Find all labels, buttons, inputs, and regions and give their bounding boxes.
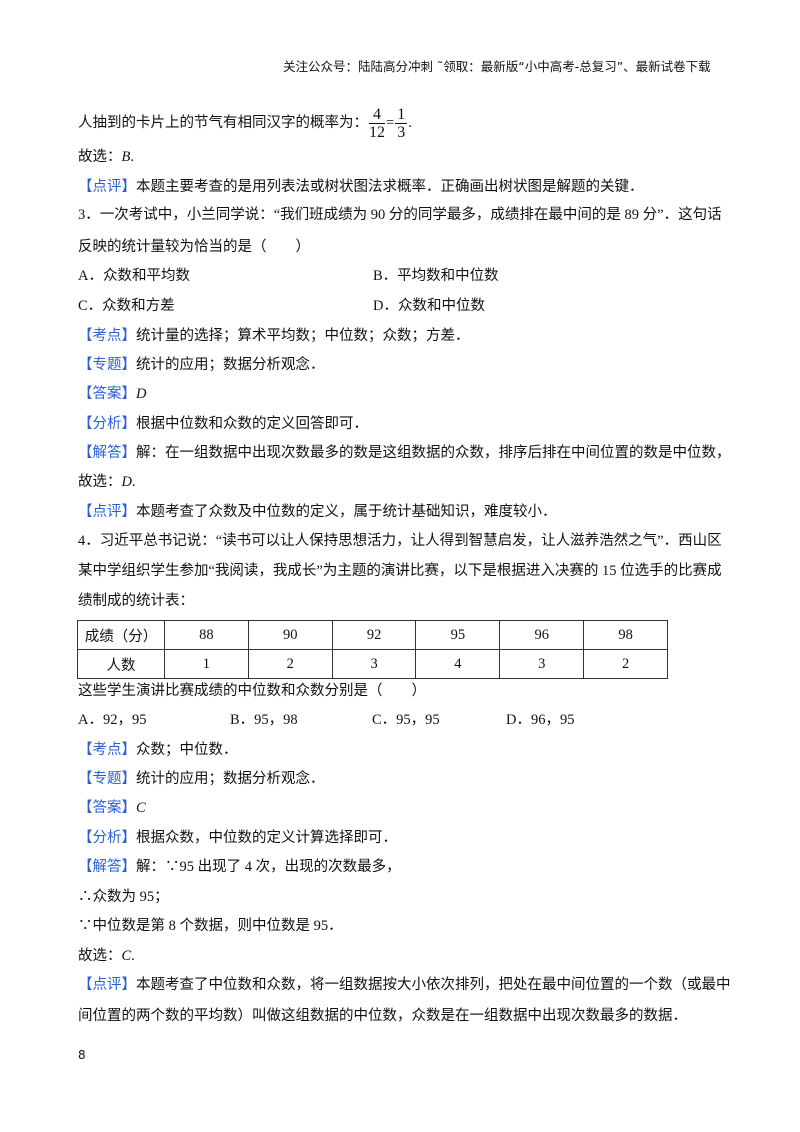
q3-review: 【点评】本题考查了众数及中位数的定义，属于统计基础知识，难度较小． [78, 502, 557, 522]
table-cell: 98 [583, 620, 668, 650]
text: 故选： [78, 149, 122, 165]
tag-label: 【答案】 [78, 800, 136, 816]
q4-step: ∴众数为 95； [78, 889, 169, 905]
table-cell: 4 [415, 649, 501, 679]
tag-label: 【点评】 [78, 977, 136, 993]
text: 解：∵95 出现了 4 次，出现的次数最多， [136, 859, 401, 875]
text: 本题考查了中位数和众数，将一组数据按大小依次排列，把处在最中间位置的一个数（或最… [136, 977, 731, 993]
numerator: 4 [369, 106, 385, 124]
q3-option-b: B．平均数和中位数 [373, 268, 499, 284]
tag-label: 【解答】 [78, 445, 136, 461]
table-cell: 92 [331, 620, 417, 650]
tag-label: 【分析】 [78, 830, 136, 846]
q3-stem: 3．一次考试中，小兰同学说：“我们班成绩为 90 分的同学最多，成绩排在最中间的… [78, 207, 722, 223]
answer-letter: B [121, 149, 131, 165]
tag-label: 【分析】 [78, 416, 136, 432]
q4-option-c: C．95，95 [372, 712, 440, 728]
score-table: 成绩（分） 88 90 92 95 96 98 人数 1 2 3 4 3 2 [77, 620, 668, 679]
denominator: 3 [397, 124, 406, 141]
table-cell: 3 [331, 649, 417, 679]
q4-fenxi: 【分析】根据众数，中位数的定义计算选择即可． [78, 828, 397, 848]
q4-step: ∵中位数是第 8 个数据，则中位数是 95． [78, 918, 343, 934]
text: . [130, 149, 134, 165]
tag-label: 【专题】 [78, 357, 136, 373]
fraction: 4 12 [369, 106, 385, 141]
q3-jieda: 【解答】解：在一组数据中出现次数最多的数是这组数据的众数，排序后排在中间位置的数… [78, 443, 731, 463]
text: 故选： [78, 474, 122, 490]
denominator: 12 [369, 124, 385, 141]
text: . [131, 948, 135, 964]
q3-answer: 【答案】D [78, 384, 146, 404]
tag-label: 【解答】 [78, 859, 136, 875]
q4-option-b: B．95，98 [230, 712, 298, 728]
table-cell: 3 [499, 649, 585, 679]
text: 人抽到的卡片上的节气有相同汉字的概率为： [78, 114, 368, 131]
q3-option-d: D．众数和中位数 [373, 298, 485, 314]
tag-label: 【点评】 [78, 179, 136, 195]
q3-kaodian: 【考点】统计量的选择；算术平均数；中位数；众数；方差． [78, 326, 470, 346]
q4-kaodian: 【考点】众数；中位数． [78, 740, 238, 760]
table-cell: 1 [164, 649, 249, 679]
answer-letter: D [121, 474, 132, 490]
q4-answer: 【答案】C [78, 798, 146, 818]
q4-zhuanti: 【专题】统计的应用；数据分析观念． [78, 769, 325, 789]
table-header-cell: 成绩（分） [77, 620, 165, 650]
equals: = [386, 114, 395, 131]
tag-label: 【答案】 [78, 386, 136, 402]
q4-jieda: 【解答】解：∵95 出现了 4 次，出现的次数最多， [78, 857, 401, 877]
page-number: 8 [78, 1048, 86, 1062]
text: 统计的应用；数据分析观念． [136, 357, 325, 373]
text: 本题主要考查的是用列表法或树状图法求概率．正确画出树状图是解题的关键． [136, 179, 644, 195]
tag-label: 【点评】 [78, 504, 136, 520]
period: . [408, 114, 412, 131]
q4-stem: 4．习近平总书记说：“读书可以让人保持思想活力，让人得到智慧启发，让人滋养浩然之… [78, 533, 722, 549]
table-cell: 88 [164, 620, 249, 650]
text: . [131, 474, 136, 490]
text: 统计的应用；数据分析观念． [136, 771, 325, 787]
choose-line: 故选：B. [78, 147, 134, 167]
text: 众数；中位数． [136, 742, 238, 758]
text: 本题考查了众数及中位数的定义，属于统计基础知识，难度较小． [136, 504, 557, 520]
tag-label: 【考点】 [78, 328, 136, 344]
q3-option-c: C．众数和方差 [78, 298, 175, 314]
probability-line: 人抽到的卡片上的节气有相同汉字的概率为： 4 12 = 1 3. [78, 106, 412, 141]
table-cell: 95 [415, 620, 501, 650]
page-header: 关注公众号：陆陆高分冲刺 ˜领取：最新版“小中高考-总复习”、最新试卷下载 [283, 59, 711, 74]
answer-letter: D [136, 386, 147, 402]
q3-option-a: A．众数和平均数 [78, 268, 190, 284]
q4-option-a: A．92，95 [78, 712, 147, 728]
q4-review: 【点评】本题考查了中位数和众数，将一组数据按大小依次排列，把处在最中间位置的一个… [78, 975, 731, 995]
table-cell: 90 [247, 620, 333, 650]
q4-review: 间位置的两个数的平均数）叫做这组数据的中位数，众数是在一组数据中出现次数最多的数… [78, 1008, 687, 1024]
q3-choose: 故选：D. [78, 472, 136, 492]
q3-stem: 反映的统计量较为恰当的是（ ） [78, 239, 310, 255]
q4-stem: 某中学组织学生参加“我阅读，我成长”为主题的演讲比赛，以下是根据进入决赛的 15… [78, 563, 722, 579]
review-line: 【点评】本题主要考查的是用列表法或树状图法求概率．正确画出树状图是解题的关键． [78, 177, 644, 197]
answer-letter: C [121, 948, 132, 964]
text: 根据众数，中位数的定义计算选择即可． [136, 830, 397, 846]
table-cell: 96 [499, 620, 585, 650]
q4-stem: 绩制成的统计表： [78, 593, 194, 609]
table-row: 人数 1 2 3 4 3 2 [77, 649, 668, 679]
table-cell: 2 [247, 649, 333, 679]
q3-zhuanti: 【专题】统计的应用；数据分析观念． [78, 355, 325, 375]
text: 根据中位数和众数的定义回答即可． [136, 416, 368, 432]
table-row: 成绩（分） 88 90 92 95 96 98 [77, 620, 668, 650]
tag-label: 【考点】 [78, 742, 136, 758]
tag-label: 【专题】 [78, 771, 136, 787]
text: 故选： [78, 948, 122, 964]
q4-choose: 故选：C. [78, 946, 135, 966]
text: 统计量的选择；算术平均数；中位数；众数；方差． [136, 328, 470, 344]
answer-letter: C [136, 800, 146, 816]
table-header-cell: 人数 [77, 649, 165, 679]
table-cell: 2 [583, 649, 668, 679]
q3-fenxi: 【分析】根据中位数和众数的定义回答即可． [78, 414, 368, 434]
q4-question: 这些学生演讲比赛成绩的中位数和众数分别是（ ） [78, 683, 426, 699]
numerator: 1 [395, 106, 408, 124]
q4-option-d: D．96，95 [506, 712, 575, 728]
text: 解：在一组数据中出现次数最多的数是这组数据的众数，排序后排在中间位置的数是中位数… [136, 445, 731, 461]
